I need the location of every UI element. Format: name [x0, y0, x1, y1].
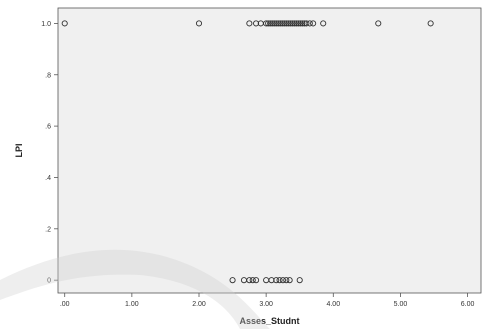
data-point [275, 20, 282, 27]
data-point [287, 20, 294, 27]
data-point [253, 277, 260, 284]
data-point [310, 20, 317, 27]
data-point [306, 20, 313, 27]
data-point [303, 20, 310, 27]
data-point [285, 20, 292, 27]
data-point [273, 277, 280, 284]
y-tick-label: .6 [45, 124, 51, 131]
data-point [283, 277, 290, 284]
y-tick-label: 0 [47, 278, 51, 285]
x-tick-label: .00 [60, 301, 70, 308]
y-axis: 0 .2 .4 .6 .8 1.0 [41, 21, 58, 285]
x-axis: .00 1.00 2.00 3.00 4.00 5.00 6.00 [60, 293, 475, 308]
data-point [296, 277, 303, 284]
data-point [286, 277, 293, 284]
data-point [295, 20, 302, 27]
data-point [195, 20, 203, 27]
x-axis-label: Asses_Studnt [239, 316, 299, 326]
data-points [61, 20, 434, 284]
data-point [299, 20, 306, 27]
data-point [279, 277, 286, 284]
data-point [276, 277, 283, 284]
data-point [268, 277, 275, 284]
y-tick-label: .8 [45, 72, 51, 79]
data-point [246, 20, 253, 27]
data-point [289, 20, 296, 27]
plot-area [57, 7, 482, 294]
data-point [269, 20, 276, 27]
data-point [61, 20, 68, 27]
data-point [273, 20, 280, 27]
x-tick-label: 1.00 [125, 301, 139, 308]
data-point [283, 20, 290, 27]
x-tick-label: 4.00 [326, 301, 340, 308]
y-axis-label: LPI [14, 143, 24, 157]
data-point [263, 20, 270, 27]
x-tick-label: 2.00 [192, 301, 206, 308]
data-point [297, 20, 304, 27]
data-point [249, 277, 256, 284]
data-point [293, 20, 300, 27]
data-point [375, 20, 382, 27]
y-tick-label: .4 [45, 175, 51, 182]
data-point [427, 20, 434, 27]
data-point [291, 20, 298, 27]
x-tick-label: 3.00 [259, 301, 273, 308]
data-point [279, 20, 286, 27]
x-tick-label: 5.00 [394, 301, 408, 308]
y-tick-label: 1.0 [41, 21, 51, 28]
data-point [253, 20, 260, 27]
x-tick-label: 6.00 [461, 301, 475, 308]
data-point [265, 20, 272, 27]
data-point [271, 20, 278, 27]
y-tick-label: .2 [45, 226, 51, 233]
data-point [267, 20, 274, 27]
data-point [246, 277, 253, 284]
data-point [277, 20, 284, 27]
data-point [320, 20, 327, 27]
data-point [281, 20, 288, 27]
data-point [229, 277, 236, 284]
